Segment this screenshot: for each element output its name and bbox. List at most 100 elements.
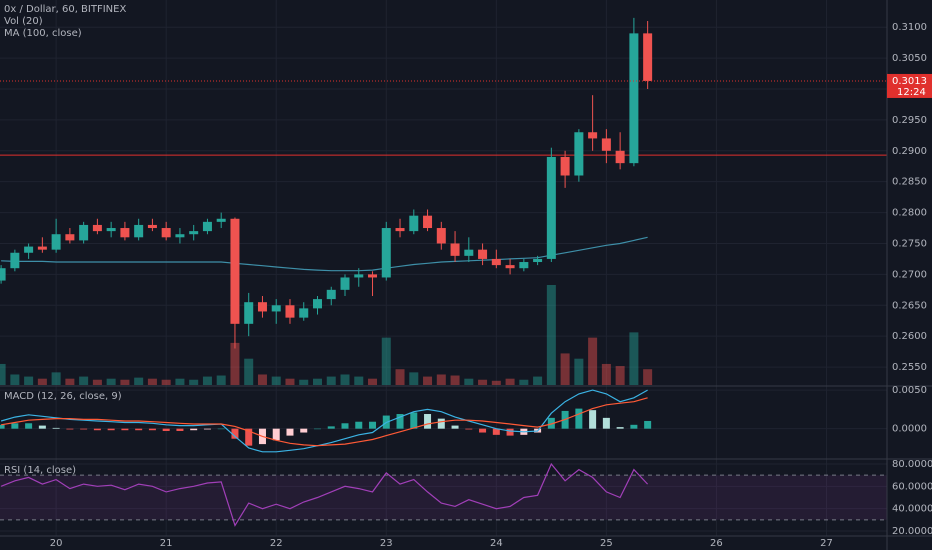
y-tick-label: 20.0000 xyxy=(892,526,932,537)
volume-bar xyxy=(450,375,460,385)
candle-body xyxy=(65,234,75,241)
y-tick-label: 0.3050 xyxy=(892,53,927,64)
rsi-legend: RSI (14, close) xyxy=(4,465,76,476)
candle-body xyxy=(216,218,226,222)
histogram-bar xyxy=(479,428,487,433)
histogram-bar xyxy=(286,428,294,436)
y-tick-label: 80.0000 xyxy=(892,459,932,470)
histogram-bar xyxy=(575,408,583,429)
y-tick-label: 0.2800 xyxy=(892,208,927,219)
candle-body xyxy=(560,156,570,176)
histogram-bar xyxy=(245,428,253,446)
volume-bar xyxy=(409,372,419,385)
histogram-bar xyxy=(80,428,88,430)
candle-body xyxy=(423,215,433,229)
y-tick-label: 0.2700 xyxy=(892,269,927,280)
chart-title: 0x / Dollar, 60, BITFINEX xyxy=(4,4,126,15)
rsi-band xyxy=(0,475,887,520)
candle-body xyxy=(450,243,460,256)
y-tick-label: 60.0000 xyxy=(892,481,932,492)
volume-bar xyxy=(216,375,226,385)
volume-bar xyxy=(395,369,405,385)
volume-bar xyxy=(423,376,433,385)
histogram-bar xyxy=(231,428,239,439)
volume-bar xyxy=(340,374,350,385)
volume-bar xyxy=(533,376,543,385)
candle-body xyxy=(189,231,199,235)
y-tick-label: 0.2550 xyxy=(892,362,927,373)
x-tick-label: 27 xyxy=(820,538,833,549)
volume-bar xyxy=(299,379,309,385)
volume-bar xyxy=(588,337,598,385)
candle-body xyxy=(106,228,116,232)
histogram-bar xyxy=(492,428,500,435)
volume-bar xyxy=(601,363,611,385)
histogram-bar xyxy=(465,428,473,430)
volume-bar xyxy=(106,378,116,385)
candle-body xyxy=(533,258,543,263)
volume-bar xyxy=(161,379,171,385)
last-price-box xyxy=(887,73,932,98)
candle-body xyxy=(340,277,350,290)
histogram-bar xyxy=(38,425,46,429)
candle-body xyxy=(491,258,501,266)
histogram-bar xyxy=(135,428,143,431)
candle-body xyxy=(51,234,61,250)
candle-body xyxy=(354,274,364,278)
countdown-label: 12:24 xyxy=(897,87,926,98)
histogram-bar xyxy=(369,421,377,429)
candle-body xyxy=(326,289,336,300)
histogram-bar xyxy=(506,428,514,436)
histogram-bar xyxy=(107,428,115,431)
y-tick-label: 0.2850 xyxy=(892,177,927,188)
volume-bar xyxy=(491,380,501,385)
volume-bar xyxy=(574,358,584,385)
volume-bar xyxy=(478,379,488,385)
volume-bar xyxy=(24,376,34,385)
candle-body xyxy=(601,138,611,151)
candle-body xyxy=(285,305,295,318)
volume-bar xyxy=(560,353,570,385)
volume-bar xyxy=(436,374,446,385)
volume-bar xyxy=(354,376,364,385)
histogram-bar xyxy=(437,418,445,429)
candle-body xyxy=(134,224,144,238)
candle-body xyxy=(0,268,6,281)
x-tick-label: 22 xyxy=(270,538,283,549)
volume-bar xyxy=(464,378,474,385)
volume-bar xyxy=(65,378,75,385)
histogram-bar xyxy=(176,428,184,431)
histogram-bar xyxy=(25,423,33,429)
candle-body xyxy=(10,252,20,269)
volume-bar xyxy=(0,363,6,385)
y-tick-label: 0.0050 xyxy=(892,385,927,396)
y-tick-label: 0.2900 xyxy=(892,146,927,157)
volume-bar xyxy=(92,379,102,385)
macd-line xyxy=(0,389,648,453)
histogram-bar xyxy=(451,425,459,429)
candle-body xyxy=(299,308,309,318)
histogram-bar xyxy=(547,417,555,429)
volume-bar xyxy=(244,358,254,385)
histogram-bar xyxy=(602,417,610,429)
last-price-label: 0.3013 xyxy=(892,76,927,87)
volume-bar xyxy=(10,374,20,385)
candle-body xyxy=(381,228,391,278)
candle-body xyxy=(505,265,515,269)
histogram-bar xyxy=(589,410,597,429)
volume-bar xyxy=(368,378,378,385)
histogram-bar xyxy=(341,423,349,429)
volume-bar xyxy=(79,376,89,385)
volume-bar xyxy=(326,376,336,385)
histogram-bar xyxy=(272,428,280,441)
macd-legend: MACD (12, 26, close, 9) xyxy=(4,391,122,402)
candle-body xyxy=(629,33,639,164)
signal-line xyxy=(1,397,648,447)
volume-bar xyxy=(147,378,157,385)
x-tick-label: 20 xyxy=(50,538,63,549)
histogram-bar xyxy=(190,428,198,431)
volume-legend: Vol (20) xyxy=(4,16,43,27)
volume-bar xyxy=(615,366,625,385)
